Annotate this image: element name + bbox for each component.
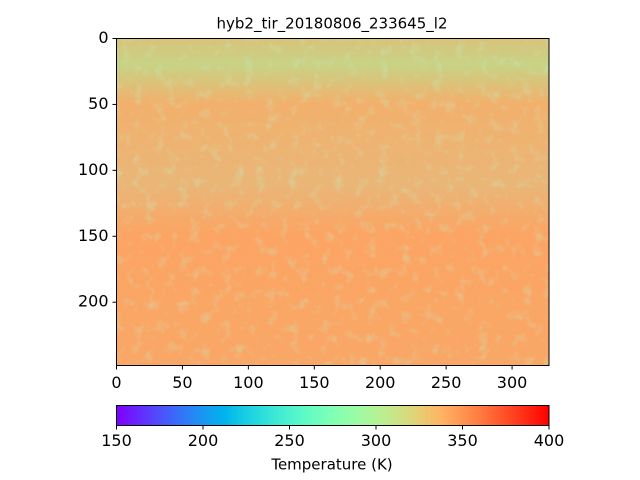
heatmap-texture [116, 38, 549, 366]
axes-frame [116, 38, 550, 366]
colorbar-tick-label: 350 [447, 431, 478, 450]
x-tick-label: 0 [111, 373, 121, 392]
x-tick-label: 50 [172, 373, 192, 392]
y-tick-label: 150 [78, 226, 109, 245]
x-tick-label: 250 [431, 373, 462, 392]
x-tick-label: 100 [233, 373, 264, 392]
colorbar-label: Temperature (K) [270, 456, 392, 474]
x-tick-label: 300 [497, 373, 528, 392]
heatmap [116, 38, 550, 366]
colorbar-tick-label: 400 [534, 431, 565, 450]
y-tick-label: 0 [98, 28, 108, 47]
x-tick-label: 150 [299, 373, 330, 392]
colorbar-tick-label: 200 [188, 431, 219, 450]
colorbar-tick-label: 300 [361, 431, 392, 450]
y-tick-label: 100 [78, 160, 109, 179]
chart-title: hyb2_tir_20180806_233645_l2 [217, 15, 448, 34]
colorbar [116, 405, 550, 426]
colorbar-tick-label: 150 [101, 431, 132, 450]
colorbar-tick-label: 250 [274, 431, 305, 450]
y-tick-label: 200 [78, 292, 109, 311]
y-tick-label: 50 [88, 94, 108, 113]
x-tick-label: 200 [365, 373, 396, 392]
